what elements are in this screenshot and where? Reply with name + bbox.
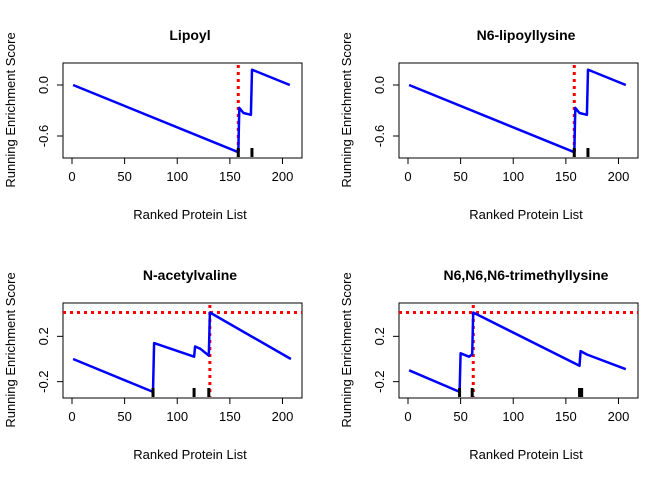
x-axis: 0 50 100 150 200 [68,158,293,184]
x-tick-label: 0 [404,409,411,424]
x-axis-label: Ranked Protein List [133,447,247,462]
y-tick-label: -0.6 [372,125,387,147]
panel-n6-lipoyllysine: N6-lipoyllysine Ranked Protein List Runn… [339,27,639,222]
x-tick-label: 50 [453,169,467,184]
enrichment-score-line [72,311,292,394]
x-tick-label: 100 [502,169,524,184]
panel-n-acetylvaline: N-acetylvaline Ranked Protein List Runni… [3,267,303,462]
y-tick-label: -0.2 [372,370,387,392]
y-tick-label: 0.2 [36,327,51,345]
panel-title: N6-lipoyllysine [477,27,576,43]
x-tick-label: 0 [68,409,75,424]
y-axis-label: Running Enrichment Score [3,272,18,427]
x-axis: 0 50 100 150 200 [68,398,293,424]
y-tick-label: -0.2 [36,370,51,392]
y-axis-label: Running Enrichment Score [339,272,354,427]
x-tick-label: 100 [166,169,188,184]
y-axis: 0.0 -0.6 [372,76,399,147]
x-tick-label: 150 [555,409,577,424]
panel-n6n6n6-trimethyllysine: N6,N6,N6-trimethyllysine Ranked Protein … [339,267,639,462]
plot-frame [62,302,303,399]
panel-title: N-acetylvaline [143,267,237,283]
plot-frame [398,302,639,399]
enrichment-score-line [408,311,627,394]
enrichment-score-line [72,68,291,154]
x-tick-label: 150 [219,409,241,424]
y-axis: 0.2 -0.2 [36,327,63,393]
x-tick-label: 100 [502,409,524,424]
y-tick-label: 0.0 [372,76,387,94]
x-tick-label: 50 [453,409,467,424]
x-axis-label: Ranked Protein List [469,207,583,222]
x-tick-label: 0 [68,169,75,184]
x-tick-label: 0 [404,169,411,184]
panel-lipoyl: Lipoyl Ranked Protein List Running Enric… [3,27,303,222]
y-tick-label: 0.0 [36,76,51,94]
x-axis-label: Ranked Protein List [469,447,583,462]
x-axis: 0 50 100 150 200 [404,158,629,184]
x-tick-label: 200 [272,169,294,184]
x-tick-label: 150 [219,169,241,184]
x-axis: 0 50 100 150 200 [404,398,629,424]
x-tick-label: 200 [608,409,630,424]
x-tick-label: 150 [555,169,577,184]
y-axis-label: Running Enrichment Score [3,32,18,187]
y-axis: 0.0 -0.6 [36,76,63,147]
x-axis-label: Ranked Protein List [133,207,247,222]
y-axis: 0.2 -0.2 [372,327,399,393]
x-tick-label: 50 [117,409,131,424]
x-tick-label: 50 [117,169,131,184]
y-tick-label: 0.2 [372,327,387,345]
y-axis-label: Running Enrichment Score [339,32,354,187]
plot-frame [398,62,639,159]
panel-title: N6,N6,N6-trimethyllysine [444,267,609,283]
y-tick-label: -0.6 [36,125,51,147]
x-tick-label: 200 [608,169,630,184]
x-tick-label: 100 [166,409,188,424]
enrichment-score-line [408,68,627,154]
plot-frame [62,62,303,159]
panel-title: Lipoyl [169,27,210,43]
x-tick-label: 200 [272,409,294,424]
